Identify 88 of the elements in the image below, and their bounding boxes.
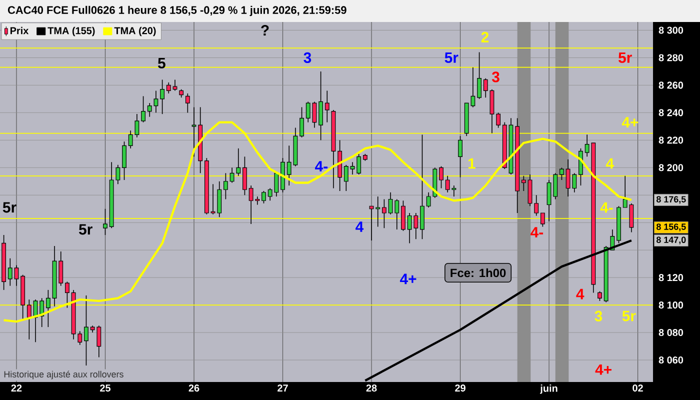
candlestick: [166, 82, 171, 94]
candlestick: [65, 281, 70, 308]
y-tick-label: 8 220: [658, 136, 684, 144]
candlestick: [160, 79, 164, 114]
candlestick: [560, 167, 564, 180]
annotation: 5r: [622, 310, 636, 322]
candlestick: [598, 290, 602, 302]
x-tick-label: 27: [278, 384, 288, 392]
text: 8 156,5: [656, 224, 686, 232]
annotation: 4+: [595, 364, 612, 375]
x-tick-label: 02: [632, 384, 643, 392]
text: 8 176,5: [656, 196, 686, 204]
x-tick-label: 28: [366, 384, 377, 392]
annotation: Historique ajusté aux rollovers: [4, 370, 124, 380]
candlestick: [439, 166, 444, 189]
x-tick-label: 29: [455, 384, 466, 392]
candlestick: [192, 106, 196, 158]
candlestick: [300, 106, 304, 138]
candlestick: [262, 190, 266, 204]
annotation: ?: [261, 25, 269, 36]
annotation: 4+: [622, 117, 638, 128]
candlestick: [14, 264, 19, 286]
candlestick: [496, 112, 501, 128]
annotation: 5r: [618, 52, 632, 63]
candlestick: [141, 96, 146, 123]
candlestick: [540, 212, 545, 228]
annotation: 5r: [444, 52, 458, 63]
annotation: 5r: [78, 224, 92, 235]
annotation: Fce: 1h00: [450, 268, 506, 278]
y-tick-label: 8 260: [658, 82, 684, 89]
y-tick-label: 8 100: [658, 302, 684, 309]
annotation: 3: [594, 310, 602, 322]
annotation: 4: [606, 158, 614, 169]
candlestick: [58, 251, 64, 286]
x-tick-label: 25: [100, 384, 111, 392]
y-tick-label: 8 060: [658, 356, 684, 364]
text: 8 147,0: [656, 236, 686, 244]
annotation: 3: [304, 52, 312, 64]
candlestick: [521, 175, 526, 192]
annotation: 4+: [400, 274, 416, 284]
annotation: 4-: [315, 161, 328, 172]
candlestick: [420, 134, 424, 240]
chart-title: CAC40 FCE Full0626 1 heure 8 156,5 -0,29 % 1 juin 2026, 21:59:59: [8, 6, 346, 16]
candlestick: [84, 295, 88, 366]
candlestick: [578, 148, 583, 186]
candlestick: [350, 162, 355, 175]
candlestick: [401, 200, 406, 232]
candlestick: [103, 208, 108, 236]
y-tick-label: 8 240: [658, 109, 684, 116]
candlestick: [324, 90, 330, 123]
annotation: 4: [576, 288, 584, 300]
candlestick: [217, 180, 222, 218]
candlestick: [534, 194, 539, 216]
annotation: 4-: [530, 227, 544, 238]
annotation: 2: [481, 32, 489, 42]
candlestick: [382, 198, 386, 229]
annotation: 5: [158, 58, 166, 68]
legend-label: TMA (20): [114, 26, 156, 36]
candlestick: [458, 136, 462, 178]
candlestick: [528, 174, 532, 207]
legend-label: Prix: [10, 26, 29, 34]
x-tick-label: 22: [11, 384, 22, 392]
candlestick: [26, 299, 32, 340]
candlestick: [224, 172, 228, 200]
y-tick-label: 8 300: [658, 26, 684, 34]
candlestick: [8, 258, 12, 286]
y-tick-label: 8 280: [658, 54, 684, 62]
candlestick: [210, 184, 216, 215]
y-tick-label: 8 120: [658, 274, 684, 282]
annotation: 5r: [2, 202, 16, 213]
annotation: 1: [468, 158, 476, 169]
candlestick: [122, 141, 126, 180]
y-tick-label: 8 080: [658, 329, 684, 336]
annotation: 3: [492, 72, 500, 82]
candlestick: [344, 164, 348, 192]
candlestick: [356, 154, 362, 175]
candlestick: [185, 93, 190, 114]
candlestick: [477, 52, 482, 100]
legend-label: TMA (155): [48, 26, 95, 36]
candlestick: [318, 71, 323, 141]
annotation: 4-: [600, 202, 613, 213]
candlestick: [376, 196, 380, 228]
annotation: 4: [356, 222, 364, 232]
x-tick-label: 26: [188, 384, 200, 392]
y-tick-label: 8 200: [658, 164, 684, 172]
x-tick-label: juin: [540, 384, 558, 394]
candlestick: [242, 156, 247, 196]
candlestick: [46, 290, 50, 328]
